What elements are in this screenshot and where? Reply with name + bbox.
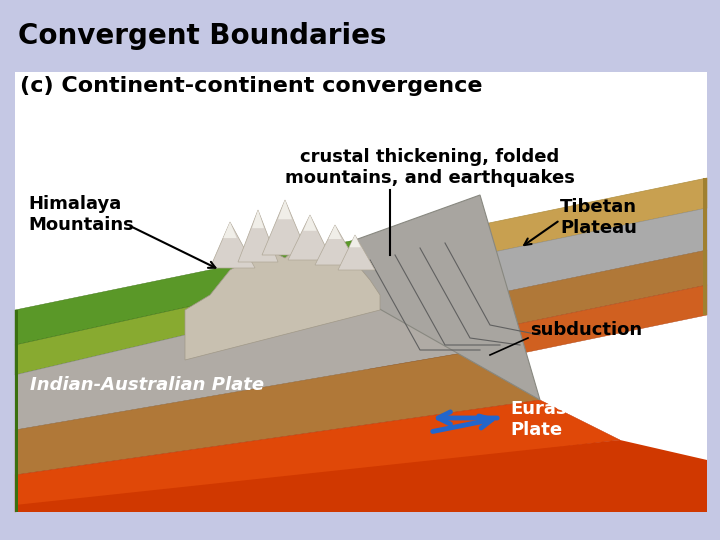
Polygon shape	[355, 195, 540, 400]
Polygon shape	[703, 178, 707, 315]
Text: Tibetan
Plateau: Tibetan Plateau	[560, 198, 637, 237]
Polygon shape	[262, 200, 308, 255]
Polygon shape	[185, 245, 380, 360]
Text: Convergent Boundaries: Convergent Boundaries	[18, 22, 387, 50]
Polygon shape	[15, 350, 540, 475]
Polygon shape	[210, 222, 255, 268]
Polygon shape	[349, 235, 361, 247]
Polygon shape	[252, 210, 264, 228]
Text: subduction: subduction	[530, 321, 642, 339]
Polygon shape	[15, 240, 355, 345]
Polygon shape	[223, 222, 237, 238]
Polygon shape	[368, 178, 707, 278]
Polygon shape	[303, 215, 317, 231]
Polygon shape	[328, 225, 341, 239]
Polygon shape	[278, 200, 292, 219]
Polygon shape	[15, 440, 707, 512]
Text: Indian-Australian Plate: Indian-Australian Plate	[30, 376, 264, 394]
Polygon shape	[368, 285, 707, 385]
Polygon shape	[15, 270, 355, 375]
Polygon shape	[15, 310, 18, 512]
Polygon shape	[368, 208, 707, 320]
Text: crustal thickening, folded
mountains, and earthquakes: crustal thickening, folded mountains, an…	[285, 148, 575, 187]
Text: (c) Continent-continent convergence: (c) Continent-continent convergence	[20, 76, 482, 96]
Polygon shape	[15, 295, 480, 430]
Polygon shape	[15, 400, 620, 512]
Polygon shape	[238, 210, 278, 262]
Polygon shape	[368, 250, 707, 355]
Text: Eurasian
Plate: Eurasian Plate	[510, 400, 598, 439]
Text: Himalaya
Mountains: Himalaya Mountains	[28, 195, 134, 234]
Polygon shape	[338, 235, 375, 270]
Bar	[15, 72, 707, 512]
Polygon shape	[315, 225, 358, 265]
Polygon shape	[288, 215, 332, 260]
